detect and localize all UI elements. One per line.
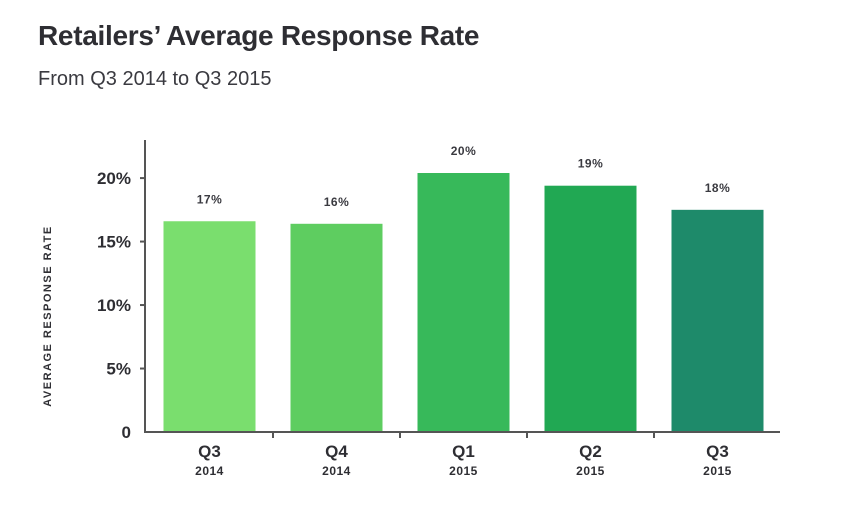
x-tick-label-year-2: 2014 bbox=[322, 464, 351, 478]
bar-1 bbox=[163, 221, 256, 432]
data-label-4: 19% bbox=[578, 157, 604, 171]
x-tick-label-year-4: 2015 bbox=[576, 464, 605, 478]
chart-title: Retailers’ Average Response Rate bbox=[38, 20, 480, 51]
x-tick-label-quarter-5: Q3 bbox=[706, 442, 729, 461]
x-tick-label-year-3: 2015 bbox=[449, 464, 478, 478]
y-tick-label-3: 15% bbox=[97, 233, 131, 252]
y-tick-label-0: 0 bbox=[122, 423, 131, 442]
data-label-3: 20% bbox=[451, 144, 477, 158]
x-tick-label-quarter-2: Q4 bbox=[325, 442, 348, 461]
x-tick-label-quarter-4: Q2 bbox=[579, 442, 602, 461]
data-label-5: 18% bbox=[705, 181, 731, 195]
data-label-1: 17% bbox=[197, 192, 223, 206]
x-tick-label-year-5: 2015 bbox=[703, 464, 732, 478]
x-tick-label-quarter-1: Q3 bbox=[198, 442, 221, 461]
bar-2 bbox=[290, 223, 383, 432]
chart-subtitle: From Q3 2014 to Q3 2015 bbox=[38, 68, 272, 90]
data-label-2: 16% bbox=[324, 195, 350, 209]
y-axis-label: AVERAGE RESPONSE RATE bbox=[42, 225, 54, 406]
x-tick-label-quarter-3: Q1 bbox=[452, 442, 475, 461]
y-tick-label-1: 5% bbox=[106, 360, 131, 379]
y-tick-label-2: 10% bbox=[97, 296, 131, 315]
bar-3 bbox=[417, 173, 510, 432]
y-tick-label-4: 20% bbox=[97, 169, 131, 188]
bar-4 bbox=[544, 185, 637, 432]
bar-5 bbox=[671, 209, 764, 432]
x-tick-label-year-1: 2014 bbox=[195, 464, 224, 478]
